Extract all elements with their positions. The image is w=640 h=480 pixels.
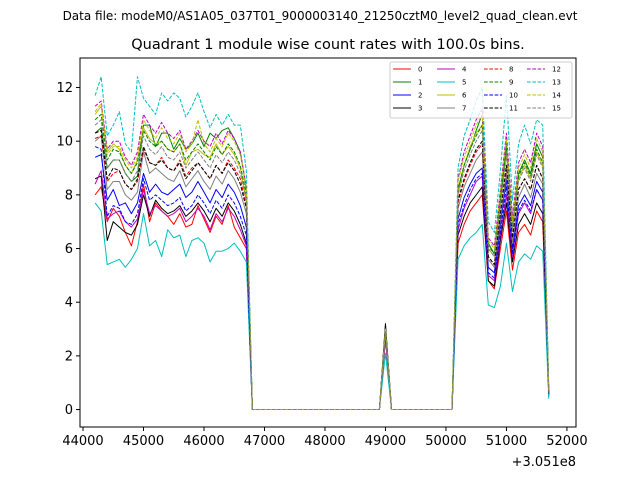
series-line-5 xyxy=(94,202,550,411)
legend-label-3: 3 xyxy=(418,105,422,113)
x-axis: 44000 45000 46000 47000 48000 49000 50000 51000… xyxy=(62,427,588,449)
x-tick-label: 49000 xyxy=(365,434,406,449)
legend-label-8: 8 xyxy=(509,66,513,74)
legend-label-4: 4 xyxy=(462,66,467,74)
legend-label-11: 11 xyxy=(509,105,518,113)
legend-label-7: 7 xyxy=(462,105,466,113)
y-tick-label: 4 xyxy=(65,296,73,311)
series-line-6 xyxy=(94,105,550,411)
x-offset-label: +3.051e8 xyxy=(512,455,576,470)
series-line-1 xyxy=(94,113,550,411)
x-tick-label: 48000 xyxy=(304,434,345,449)
series-line-3 xyxy=(94,175,550,411)
suptitle: Data file: modeM0/AS1A05_037T01_90000031… xyxy=(63,9,578,23)
series-line-2 xyxy=(94,154,550,411)
x-tick-label: 47000 xyxy=(244,434,285,449)
legend-frame xyxy=(389,61,573,119)
x-tick-label: 44000 xyxy=(62,434,103,449)
legend-label-6: 6 xyxy=(462,92,467,100)
series-line-0 xyxy=(94,183,550,411)
series-line-14 xyxy=(94,103,550,411)
legend-label-12: 12 xyxy=(552,66,561,74)
series-layer xyxy=(94,76,550,411)
y-tick-label: 10 xyxy=(56,135,73,150)
x-tick-label: 50000 xyxy=(425,434,466,449)
y-tick-label: 2 xyxy=(65,349,73,364)
legend-label-5: 5 xyxy=(462,79,466,87)
series-line-15 xyxy=(94,119,550,411)
legend-label-13: 13 xyxy=(552,79,561,87)
y-axis: 0 2 4 6 8 10 12 xyxy=(56,81,80,418)
legend-label-1: 1 xyxy=(418,79,422,87)
y-tick-label: 6 xyxy=(65,242,73,257)
x-tick-label: 45000 xyxy=(123,434,164,449)
legend-label-0: 0 xyxy=(418,66,422,74)
y-tick-label: 8 xyxy=(65,188,73,203)
x-tick-label: 52000 xyxy=(546,434,587,449)
y-tick-label: 0 xyxy=(65,403,73,418)
series-line-9 xyxy=(94,113,550,411)
series-line-10 xyxy=(94,146,550,411)
plot-frame xyxy=(79,57,577,428)
series-line-4 xyxy=(94,170,550,411)
y-tick-label: 12 xyxy=(56,81,73,96)
legend-label-10: 10 xyxy=(509,92,518,100)
legend-label-14: 14 xyxy=(552,92,561,100)
legend-label-9: 9 xyxy=(509,79,513,87)
chart-title: Quadrant 1 module wise count rates with … xyxy=(131,37,525,53)
series-line-12 xyxy=(94,100,550,411)
legend-label-2: 2 xyxy=(418,92,422,100)
x-tick-label: 51000 xyxy=(486,434,527,449)
legend-label-15: 15 xyxy=(552,105,561,113)
x-tick-label: 46000 xyxy=(183,434,224,449)
series-line-11 xyxy=(94,129,550,411)
